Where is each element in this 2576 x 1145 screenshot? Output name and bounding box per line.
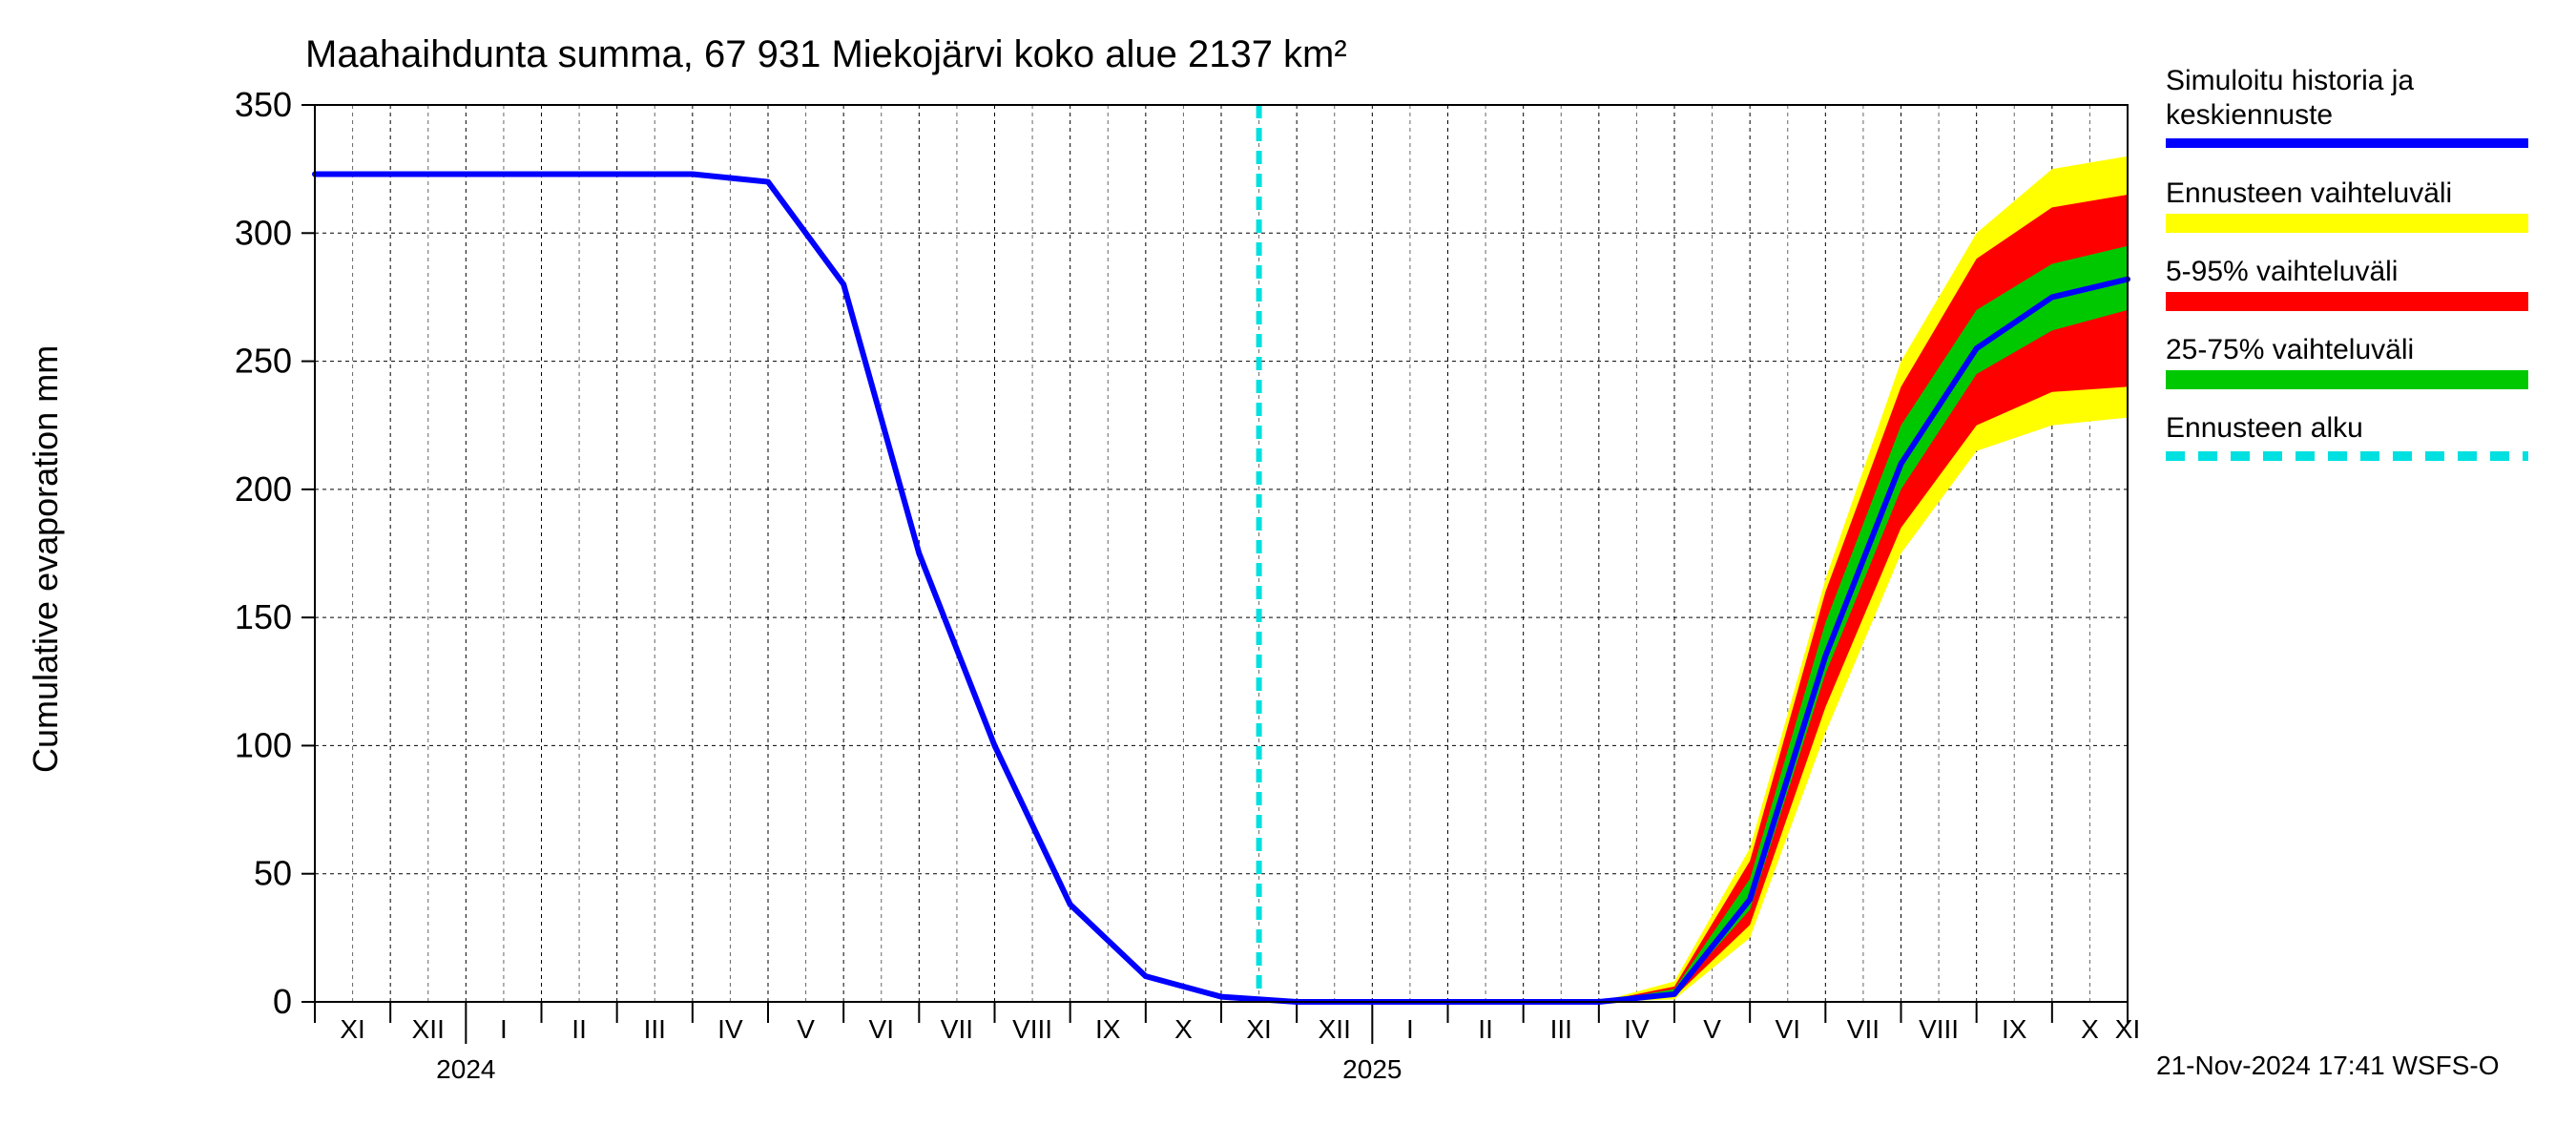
xtick-label: VII [1847, 1014, 1880, 1044]
legend-swatch-band [2166, 370, 2528, 389]
xtick-label: VI [869, 1014, 894, 1044]
chart-title: Maahaihdunta summa, 67 931 Miekojärvi ko… [305, 33, 1347, 75]
y-axis-label: Cumulative evaporation mm [26, 345, 65, 773]
legend-label: Ennusteen vaihteluväli [2166, 177, 2452, 209]
ytick-label: 50 [254, 854, 292, 893]
xtick-label: I [500, 1014, 508, 1044]
legend-swatch-band [2166, 214, 2528, 233]
ytick-label: 300 [235, 213, 292, 252]
legend-label: 25-75% vaihteluväli [2166, 334, 2414, 365]
xtick-label: X [2081, 1014, 2099, 1044]
xtick-label: IX [2002, 1014, 2027, 1044]
xtick-label: VIII [1012, 1014, 1052, 1044]
ytick-label: 100 [235, 725, 292, 764]
xtick-label: II [1478, 1014, 1493, 1044]
footer-text: 21-Nov-2024 17:41 WSFS-O [2156, 1051, 2500, 1080]
xtick-label: VI [1776, 1014, 1800, 1044]
chart-container: Maahaihdunta summa, 67 931 Miekojärvi ko… [0, 0, 2576, 1145]
ytick-label: 150 [235, 597, 292, 636]
xtick-label: V [797, 1014, 815, 1044]
xtick-label: IV [1624, 1014, 1650, 1044]
xtick-label: VIII [1919, 1014, 1959, 1044]
year-label: 2024 [436, 1054, 495, 1084]
xtick-label: I [1406, 1014, 1414, 1044]
xtick-label: VII [941, 1014, 973, 1044]
xtick-label: IV [717, 1014, 743, 1044]
legend-label: Ennusteen alku [2166, 412, 2363, 444]
ytick-label: 0 [273, 982, 292, 1021]
xtick-label: XI [340, 1014, 364, 1044]
xtick-label: X [1174, 1014, 1193, 1044]
legend-swatch-band [2166, 292, 2528, 311]
xtick-label: II [571, 1014, 587, 1044]
ytick-label: 350 [235, 85, 292, 124]
xtick-label: III [1550, 1014, 1572, 1044]
xtick-label: III [644, 1014, 666, 1044]
xtick-label: XII [412, 1014, 445, 1044]
xtick-label: XI [1246, 1014, 1271, 1044]
xtick-label: XII [1319, 1014, 1351, 1044]
xtick-label: V [1703, 1014, 1721, 1044]
year-label: 2025 [1342, 1054, 1402, 1084]
legend-label: Simuloitu historia ja [2166, 65, 2414, 96]
legend-label: keskiennuste [2166, 99, 2333, 131]
chart-svg: Maahaihdunta summa, 67 931 Miekojärvi ko… [0, 0, 2576, 1145]
ytick-label: 250 [235, 342, 292, 381]
xtick-label: XI [2115, 1014, 2140, 1044]
xtick-label: IX [1095, 1014, 1121, 1044]
legend-label: 5-95% vaihteluväli [2166, 256, 2398, 287]
ytick-label: 200 [235, 469, 292, 509]
